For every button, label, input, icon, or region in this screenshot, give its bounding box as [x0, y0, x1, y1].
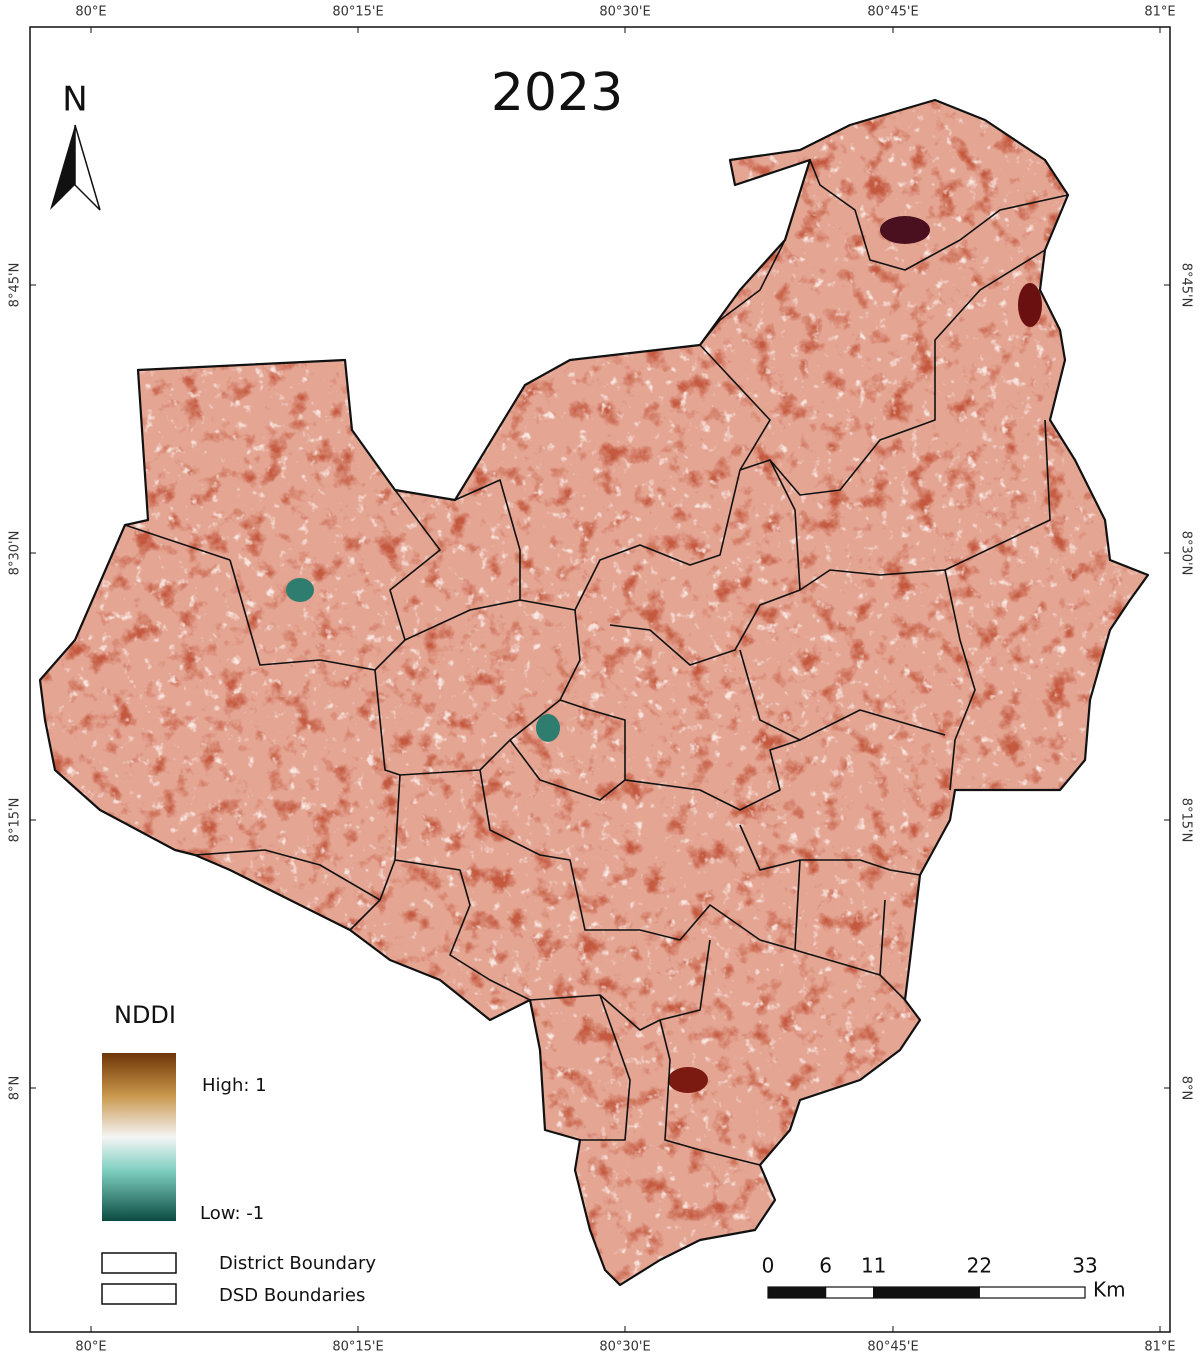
water-body [1018, 283, 1042, 327]
dsd-boundary [580, 994, 631, 1141]
legend-item: DSD Boundaries [219, 1285, 365, 1306]
lon-label: 80°E [75, 1340, 106, 1355]
legend-title: NDDI [114, 1001, 176, 1029]
graticule: 80°E 80°E 80°15'E 80°15'E 80°30'E 80°30'E 80°4… [8, 5, 1194, 1355]
scale-segment [978, 1286, 1086, 1299]
dsd-boundary [479, 769, 796, 951]
dsd-boundary [809, 159, 1069, 271]
dsd-boundary [944, 419, 1051, 571]
dsd-boundary [739, 824, 921, 876]
dsd-boundary [624, 739, 801, 811]
scale-label: 11 [861, 1254, 886, 1278]
dsd-boundary [529, 939, 711, 1031]
scale-label: 0 [762, 1254, 775, 1278]
water-body [536, 714, 560, 742]
dsd-boundary [229, 489, 441, 671]
lon-label: 80°30'E [599, 1340, 650, 1355]
lat-label: 8°N [1179, 1076, 1194, 1101]
north-arrow: N [50, 80, 101, 211]
north-arrow-right [74, 124, 101, 211]
lon-label: 81°E [1144, 1340, 1175, 1355]
water-body [668, 1067, 708, 1093]
lon-label: 80°15'E [332, 5, 383, 20]
district-boundary [38, 98, 1150, 1287]
lon-label: 80°E [75, 5, 106, 20]
lon-label: 81°E [1144, 5, 1175, 20]
legend-swatch [101, 1283, 177, 1305]
dsd-boundary [799, 569, 976, 791]
lat-label: 8°30'N [1179, 531, 1194, 576]
dsd-boundary [769, 249, 1046, 496]
legend-high: High: 1 [202, 1075, 267, 1096]
scale-segment [767, 1286, 827, 1299]
dsd-boundary [574, 344, 771, 611]
dsd-boundary [399, 599, 581, 776]
lon-label: 80°30'E [599, 5, 650, 20]
lon-label: 80°15'E [332, 1340, 383, 1355]
legend-swatch [101, 1252, 177, 1274]
lat-label: 8°N [8, 1076, 23, 1101]
lat-label: 8°45'N [1179, 263, 1194, 308]
dsd-boundary [879, 974, 906, 1001]
water-body [286, 578, 314, 602]
north-arrow-left [50, 125, 75, 210]
dsd-boundary [349, 669, 401, 931]
dsd-boundary [194, 849, 381, 901]
dsd-boundary [659, 1019, 761, 1166]
legend-low: Low: -1 [200, 1203, 264, 1224]
dsd-boundary [609, 459, 801, 666]
scale-unit: Km [1093, 1278, 1126, 1302]
north-label: N [62, 80, 87, 120]
water-body [880, 216, 930, 244]
lon-label: 80°45'E [867, 5, 918, 20]
lat-label: 8°15'N [8, 798, 23, 843]
map-title: 2023 [491, 63, 623, 123]
scale-label: 6 [819, 1254, 832, 1278]
lat-label: 8°15'N [1179, 798, 1194, 843]
legend: NDDI High: 1 Low: -1 District Boundary D… [101, 1001, 376, 1306]
lat-label: 8°30'N [8, 531, 23, 576]
scale-label: 22 [967, 1254, 992, 1278]
scale-segment [873, 1286, 980, 1299]
dsd-boundary [394, 859, 531, 1001]
lat-label: 8°45'N [8, 263, 23, 308]
dsd-boundary [124, 524, 231, 561]
scale-segment [825, 1286, 875, 1299]
scale-label: 33 [1072, 1254, 1097, 1278]
legend-item: District Boundary [219, 1253, 376, 1274]
dsd-boundary [454, 479, 521, 600]
lon-label: 80°45'E [867, 1340, 918, 1355]
legend-ramp [102, 1053, 176, 1221]
dsd-boundary [794, 859, 886, 976]
